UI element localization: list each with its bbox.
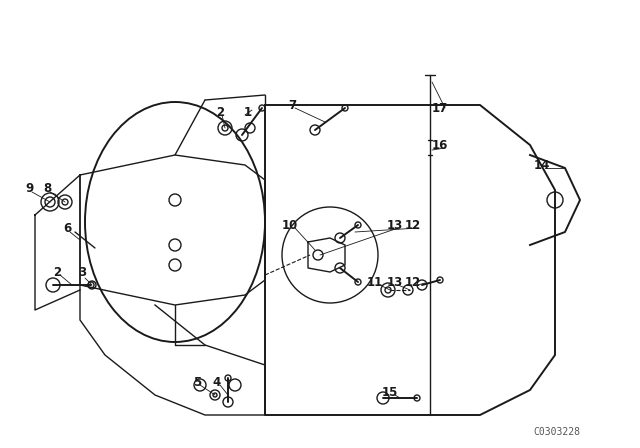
Text: C0303228: C0303228 (533, 427, 580, 437)
Text: 15: 15 (382, 385, 398, 399)
Text: 5: 5 (193, 375, 201, 388)
Text: 17: 17 (432, 102, 448, 115)
Text: 9: 9 (26, 181, 34, 194)
Text: 2: 2 (53, 266, 61, 279)
Text: 7: 7 (288, 99, 296, 112)
Text: 12: 12 (405, 276, 421, 289)
Text: 1: 1 (244, 105, 252, 119)
Text: 13: 13 (387, 219, 403, 232)
Text: 2: 2 (216, 105, 224, 119)
Text: 12: 12 (405, 219, 421, 232)
Text: 3: 3 (78, 266, 86, 279)
Text: 10: 10 (282, 219, 298, 232)
Text: 11: 11 (367, 276, 383, 289)
Text: 4: 4 (213, 375, 221, 388)
Text: 14: 14 (534, 159, 550, 172)
Text: 16: 16 (432, 138, 448, 151)
Text: 13: 13 (387, 276, 403, 289)
Text: 8: 8 (43, 181, 51, 194)
Text: 6: 6 (63, 221, 71, 234)
